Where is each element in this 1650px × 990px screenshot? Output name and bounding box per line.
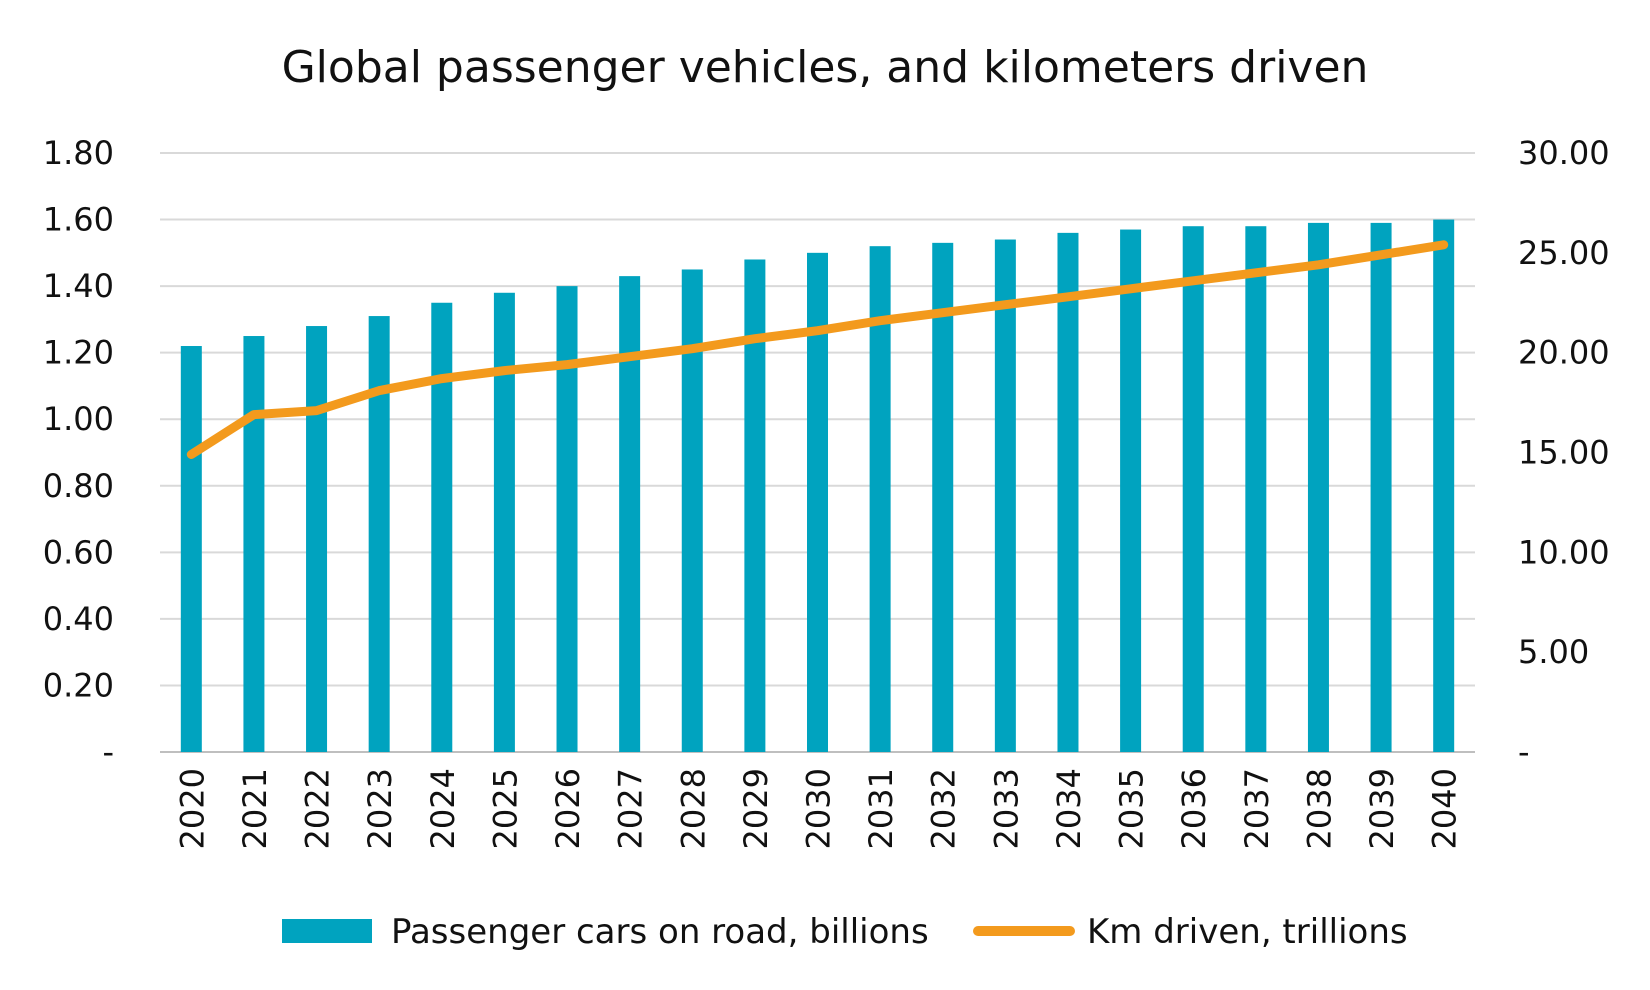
x-tick-label: 2023 <box>361 768 399 849</box>
x-tick-label: 2031 <box>862 768 900 849</box>
x-tick-label: 2026 <box>549 768 587 849</box>
left-tick-label: 1.80 <box>43 134 114 172</box>
x-tick-label: 2020 <box>173 768 211 849</box>
x-tick-label: 2024 <box>424 768 462 849</box>
bar-2033 <box>994 239 1016 752</box>
legend: Passenger cars on road, billions Km driv… <box>282 912 1408 952</box>
bar-2040 <box>1433 219 1455 753</box>
bar-2036 <box>1182 226 1204 752</box>
x-tick-label: 2033 <box>987 768 1025 849</box>
line-series <box>186 240 1449 459</box>
left-tick-label: 0.60 <box>43 533 114 571</box>
bar-2021 <box>243 336 265 752</box>
x-tick-label: 2040 <box>1426 768 1464 849</box>
legend-bar-label: Passenger cars on road, billions <box>391 912 929 952</box>
legend-line-label: Km driven, trillions <box>1087 912 1408 952</box>
right-tick-label: - <box>1518 733 1530 771</box>
x-tick-label: 2038 <box>1300 768 1338 849</box>
bar-2039 <box>1370 222 1392 753</box>
left-tick-label: - <box>102 733 114 771</box>
right-tick-label: 20.00 <box>1518 334 1610 372</box>
x-tick-label: 2021 <box>236 768 274 849</box>
bar-2020 <box>180 346 202 752</box>
bar-2029 <box>744 259 766 752</box>
x-tick-label: 2029 <box>737 768 775 849</box>
bar-2023 <box>368 316 390 752</box>
left-tick-label: 1.00 <box>43 400 114 438</box>
x-tick-label: 2027 <box>612 768 650 849</box>
left-tick-label: 0.40 <box>43 600 114 638</box>
x-tick-label: 2036 <box>1175 768 1213 849</box>
right-tick-label: 10.00 <box>1518 533 1610 571</box>
bar-2037 <box>1245 226 1267 752</box>
right-tick-label: 25.00 <box>1518 234 1610 272</box>
left-tick-label: 1.60 <box>43 201 114 239</box>
left-tick-label: 0.80 <box>43 467 114 505</box>
right-axis-ticks: - 5.00 10.00 15.00 20.00 25.00 30.00 <box>1518 134 1610 771</box>
bar-2025 <box>493 292 515 752</box>
x-tick-label: 2037 <box>1238 768 1276 849</box>
bar-2030 <box>807 252 828 753</box>
bar-series <box>180 219 1455 753</box>
bar-2031 <box>869 246 891 752</box>
x-tick-label: 2022 <box>299 768 337 849</box>
x-tick-label: 2035 <box>1113 768 1151 849</box>
x-tick-label: 2032 <box>925 768 963 849</box>
left-tick-label: 1.20 <box>43 334 114 372</box>
x-tick-label: 2030 <box>800 768 838 849</box>
bar-2034 <box>1057 232 1079 752</box>
x-tick-label: 2025 <box>486 768 524 849</box>
x-tick-label: 2039 <box>1363 768 1401 849</box>
right-tick-label: 5.00 <box>1518 633 1589 671</box>
bar-2032 <box>932 242 954 752</box>
right-tick-label: 15.00 <box>1518 434 1610 472</box>
x-tick-label: 2028 <box>674 768 712 849</box>
bar-2038 <box>1307 222 1329 753</box>
bar-2027 <box>619 276 641 752</box>
x-tick-label: 2034 <box>1050 768 1088 849</box>
right-tick-label: 30.00 <box>1518 134 1610 172</box>
legend-bar-swatch <box>282 919 372 943</box>
bar-2022 <box>306 326 328 752</box>
bar-2024 <box>431 302 453 752</box>
bar-2028 <box>681 269 703 752</box>
chart-title: Global passenger vehicles, and kilometer… <box>282 42 1369 93</box>
left-tick-label: 1.40 <box>43 267 114 305</box>
left-axis-ticks: - 0.20 0.40 0.60 0.80 1.00 1.20 1.40 1.60 1.80 <box>43 134 114 771</box>
left-tick-label: 0.20 <box>43 666 114 704</box>
bar-2035 <box>1120 229 1142 753</box>
bar-2026 <box>556 286 578 752</box>
x-axis-ticks: 2020 2021 2022 2023 2024 2025 2026 2027 2028 2029… <box>173 768 1463 849</box>
